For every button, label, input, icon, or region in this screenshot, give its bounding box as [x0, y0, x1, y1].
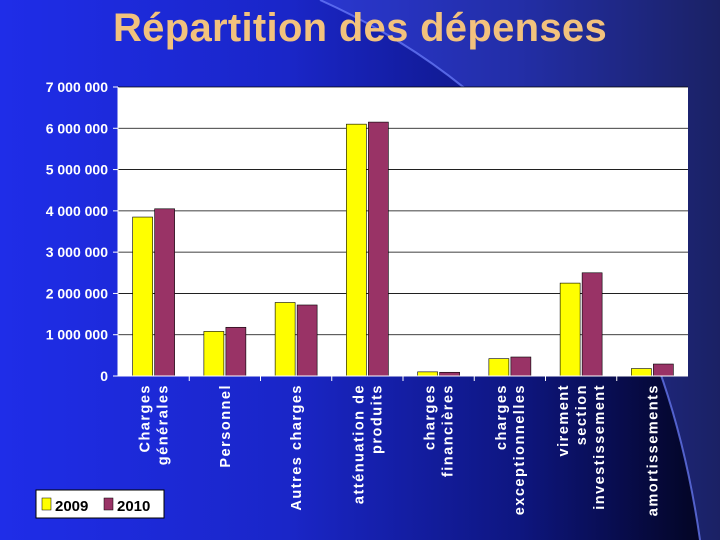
x-tick-label: virement section investissement: [556, 384, 608, 510]
y-tick-label: 2 000 000: [46, 285, 108, 301]
x-tick-label: Autres charges: [289, 384, 305, 511]
bar-2009: [203, 331, 225, 377]
bar-2009: [346, 123, 367, 377]
legend-swatch-2010: [103, 497, 114, 511]
bars: [132, 121, 674, 377]
bar-2009: [274, 302, 296, 377]
x-tick-label-line: section: [574, 384, 590, 445]
x-tick-labels: Charges générales Personnel Autres charges a…: [138, 384, 662, 516]
x-tick-label-line: Charges: [138, 384, 154, 453]
bar-2009: [417, 371, 438, 377]
bar-2009: [559, 282, 581, 377]
x-tick-label: Charges générales: [138, 384, 172, 465]
bar-2010: [225, 326, 247, 377]
x-tick-label-line: générales: [156, 384, 172, 465]
x-tick-label-line: amortissements: [645, 384, 661, 516]
y-tick-label: 4 000 000: [46, 203, 108, 219]
x-tick-label-line: charges: [423, 384, 439, 450]
plot-area: [118, 87, 688, 376]
y-tick-label: 7 000 000: [46, 79, 108, 95]
y-tick-label: 6 000 000: [46, 120, 108, 136]
slide-title-text: Répartition des dépenses: [113, 6, 607, 50]
x-tick-label-line: produits: [369, 384, 385, 454]
bar-2010: [368, 121, 389, 377]
x-tick-label-line: exceptionnelles: [512, 384, 528, 515]
legend-box: [35, 489, 165, 519]
x-tick-label-line: virement: [556, 384, 572, 456]
legend-label-2009: 2009: [55, 498, 88, 515]
bar-2010: [653, 363, 674, 377]
bar-2010: [154, 208, 175, 377]
y-tick-label: 0: [100, 368, 108, 384]
y-tick-label: 1 000 000: [46, 327, 108, 343]
y-tick-label: 5 000 000: [46, 162, 108, 178]
legend-label-2010: 2010: [117, 498, 150, 515]
bar-2009: [132, 216, 153, 377]
x-tick-label-line: financières: [441, 384, 457, 477]
bar-2010: [296, 304, 318, 377]
bar-2009: [488, 358, 510, 377]
x-tick-label: charges financières: [423, 384, 457, 477]
legend: 2009 2010: [35, 489, 165, 519]
axes: [117, 87, 688, 381]
bar-2010: [439, 371, 460, 377]
x-tick-label: Personnel: [218, 384, 234, 468]
bar-2010: [581, 272, 603, 377]
x-tick-label-line: atténuation de: [351, 384, 367, 504]
x-tick-label: charges exceptionnelles: [494, 384, 528, 515]
bar-2010: [510, 356, 532, 377]
x-tick-label: amortissements: [645, 384, 661, 516]
x-tick-label-line: Autres charges: [289, 384, 305, 511]
x-tick-label-line: charges: [494, 384, 510, 450]
x-tick-label-line: Personnel: [218, 384, 234, 468]
y-tick-label: 3 000 000: [46, 244, 108, 260]
legend-swatch-2009: [41, 497, 52, 511]
x-tick-label-line: investissement: [592, 384, 608, 510]
y-tick-labels: 0 1 000 000 2 000 000 3 000 000 4 000 000 5 0…: [46, 79, 109, 384]
x-tick-label: atténuation de produits: [351, 384, 385, 504]
slide-title: Répartition des dépenses: [0, 6, 720, 51]
bar-2009: [631, 368, 652, 377]
